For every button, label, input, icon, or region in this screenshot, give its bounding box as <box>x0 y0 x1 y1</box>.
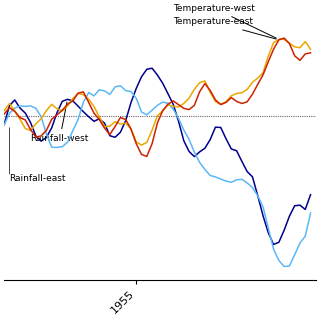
Text: Temperature-east: Temperature-east <box>173 17 276 39</box>
Text: Temperature-west: Temperature-west <box>173 4 276 38</box>
Text: Rainfall-west: Rainfall-west <box>31 102 89 143</box>
Text: Rainfall-east: Rainfall-east <box>10 174 66 183</box>
